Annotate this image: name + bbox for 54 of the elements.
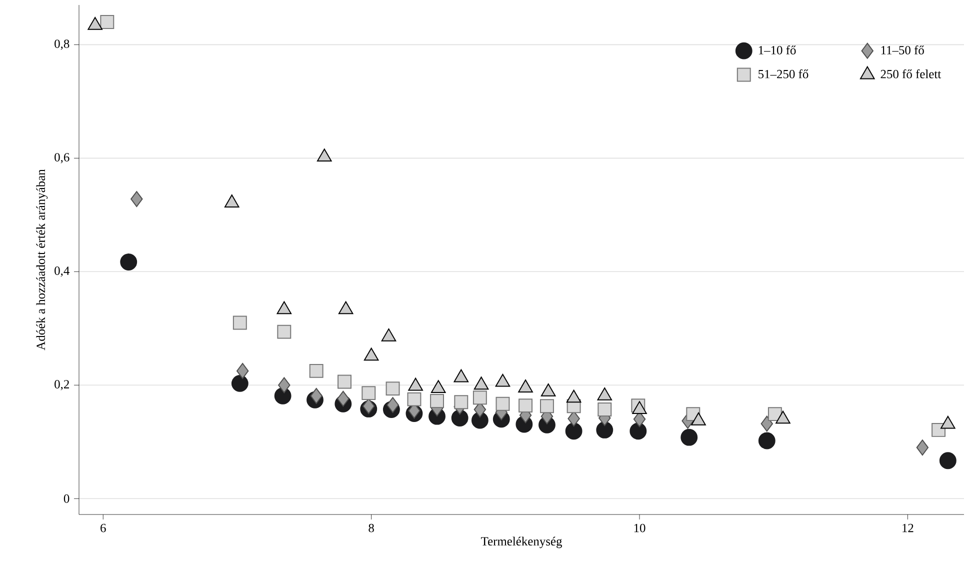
point (916, 440, 929, 456)
point (232, 316, 247, 330)
legend-label: 250 fő felett (880, 69, 942, 78)
x-tick-label: 8 (368, 524, 374, 532)
point (518, 398, 533, 413)
point (88, 16, 102, 30)
x-axis-title: Termelékenység (481, 536, 562, 548)
point (120, 254, 138, 270)
y-tick-label: 0,2 (54, 380, 69, 390)
point (565, 422, 582, 440)
point (309, 364, 324, 378)
point (407, 392, 422, 406)
point (277, 324, 292, 339)
point (310, 388, 322, 404)
point (338, 374, 352, 389)
point (451, 410, 468, 427)
point (278, 377, 290, 394)
point (236, 362, 249, 379)
point (471, 412, 488, 429)
legend-label: 51–250 fő (758, 69, 808, 78)
y-tick-label: 0,4 (54, 266, 70, 277)
point (680, 428, 698, 446)
point (386, 382, 400, 396)
y-axis-title: Adóék a hozzáadott érték arányában (36, 169, 48, 350)
y-tick-label: 0 (64, 494, 70, 503)
y-tick-label: 0,8 (54, 40, 70, 50)
legend-label: 11–50 fő (881, 46, 924, 54)
point (337, 390, 350, 407)
point (630, 422, 647, 440)
point (362, 398, 375, 414)
point (231, 374, 248, 392)
point (454, 395, 468, 410)
point (760, 416, 773, 432)
x-tick-label: 12 (902, 524, 914, 532)
point (496, 396, 510, 411)
point (386, 397, 399, 413)
x-tick-label: 10 (634, 524, 646, 532)
point (939, 452, 956, 470)
y-tick-label: 0,6 (54, 153, 70, 164)
x-tick-label: 6 (100, 524, 106, 532)
point (224, 194, 240, 208)
point (430, 394, 444, 408)
point (316, 148, 332, 162)
point (274, 387, 292, 404)
point (130, 191, 143, 208)
point (540, 399, 554, 414)
legend-label: 1–10 fő (758, 46, 796, 54)
point (598, 402, 612, 417)
point (362, 386, 376, 400)
point (472, 390, 487, 405)
point (596, 421, 614, 438)
point (276, 301, 292, 314)
point (338, 301, 354, 314)
point (758, 432, 776, 450)
